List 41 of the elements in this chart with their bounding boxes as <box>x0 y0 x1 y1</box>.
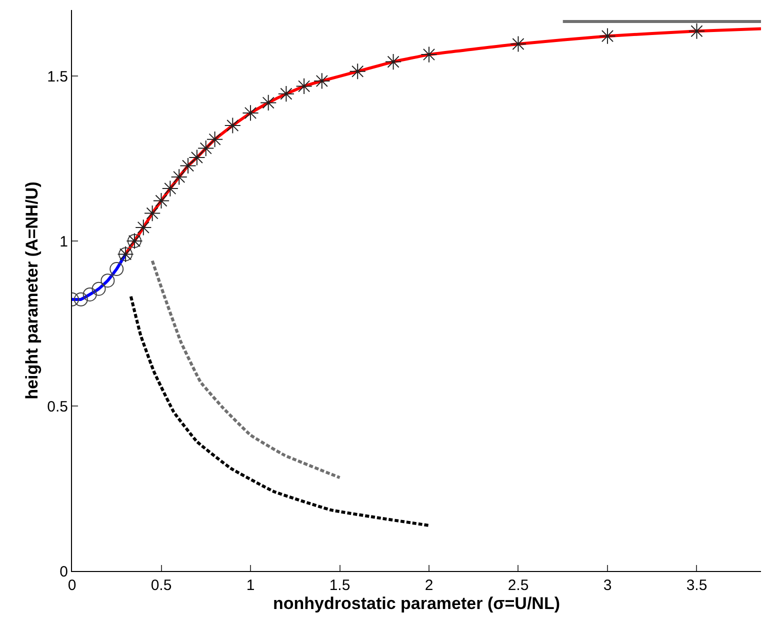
point <box>224 117 241 134</box>
x-tick-label: 0.5 <box>150 577 172 594</box>
x-tick-label: 3 <box>603 577 612 594</box>
point <box>92 282 106 296</box>
line-series <box>150 259 342 480</box>
point <box>170 168 188 186</box>
point <box>599 28 616 44</box>
point <box>314 72 330 90</box>
y-tick-label: 0 <box>60 563 68 580</box>
y-tick-label: 1.5 <box>47 68 68 86</box>
x-tick-label: 2 <box>424 577 434 594</box>
line-series <box>129 294 430 527</box>
y-tick-label: 0.5 <box>47 398 68 416</box>
x-tick-label: 3.5 <box>686 577 708 594</box>
y-axis-title: height parameter (A=NH/U) <box>22 182 42 400</box>
point <box>100 274 115 288</box>
point <box>162 180 178 197</box>
point <box>242 104 259 122</box>
point <box>82 287 97 302</box>
point <box>188 149 206 166</box>
point <box>152 192 170 210</box>
point <box>74 292 88 306</box>
point <box>180 157 196 174</box>
point <box>135 219 152 236</box>
x-tick-label: 2.5 <box>508 577 529 594</box>
y-tick-label: 1 <box>60 233 68 250</box>
x-axis-title: nonhydrostatic parameter (σ=U/NL) <box>273 594 560 613</box>
point <box>206 131 224 148</box>
point <box>144 204 161 222</box>
point <box>198 140 214 157</box>
point <box>296 78 312 95</box>
point <box>510 36 527 52</box>
x-tick-label: 1 <box>246 577 255 594</box>
point <box>260 94 277 112</box>
point <box>420 46 438 63</box>
x-tick-label: 1.5 <box>329 577 350 594</box>
point <box>110 262 124 276</box>
point <box>385 54 402 70</box>
point <box>688 22 706 40</box>
point <box>278 86 294 102</box>
point <box>349 63 366 80</box>
